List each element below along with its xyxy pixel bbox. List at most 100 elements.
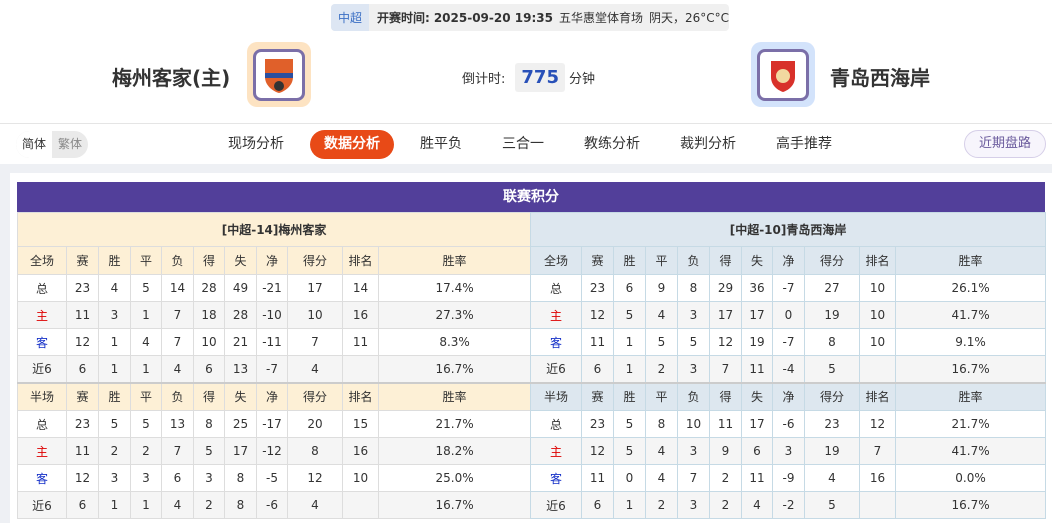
match-info-bar: 中超 开赛时间: 2025-09-20 19:35 五华惠堂体育场 阴天，26°… [331,4,729,31]
table-cell [859,355,896,383]
table-cell: 3 [98,301,131,329]
table-cell: 13 [161,410,194,438]
home-team-name[interactable]: 梅州客家(主) [112,66,231,90]
table-row: 近6 6 1 1 4 2 8 -6 4 16.7% [17,491,532,519]
table-cell: 2 [130,437,162,465]
column-header-row: 半场赛胜平负得失净得分 排名 胜率 [530,381,1047,411]
table-cell: -12 [256,437,288,465]
table-cell: 8 [193,410,225,438]
row-label: 主 [530,301,582,329]
table-row: 近6 6 1 2 3 2 4 -2 5 16.7% [530,491,1047,519]
table-cell: 5 [130,410,162,438]
table-cell: 17 [287,274,343,302]
table-cell: 16.7% [894,355,1047,383]
table-cell: -11 [256,328,288,356]
row-label: 近6 [17,491,67,519]
table-cell: 7 [859,437,896,465]
home-standings-table: [中超-14]梅州客家 全场赛胜平负得失净得分 排名 胜率总 23 4 5 14 28 49 -21… [16,212,532,519]
column-header: 胜 [613,246,646,275]
table-cell: 3 [677,491,710,519]
table-cell: 10 [342,464,379,492]
row-label: 主 [17,437,67,465]
table-cell: 27.3% [377,301,532,329]
column-header: 得分 [287,381,343,411]
table-cell: 23 [581,410,614,438]
table-cell: -6 [256,491,288,519]
table-cell: 11 [709,410,742,438]
table-cell: 6 [193,355,225,383]
table-cell: 15 [342,410,379,438]
row-label: 总 [17,274,67,302]
table-cell: 21 [224,328,257,356]
table-cell: 17 [741,410,773,438]
table-cell [859,491,896,519]
table-cell: 1 [130,355,162,383]
column-header: 平 [130,381,162,411]
away-team-name[interactable]: 青岛西海岸 [830,66,930,90]
table-cell: 49 [224,274,257,302]
column-header: 净 [772,381,805,411]
countdown-unit: 分钟 [568,72,595,87]
tab-coach-analysis[interactable]: 教练分析 [584,136,640,152]
table-cell: 28 [193,274,225,302]
table-row: 客 11 1 5 5 12 19 -7 8 10 9.1% [530,328,1047,356]
recent-odds-button[interactable]: 近期盘路 [964,130,1046,158]
table-cell: 2 [645,355,678,383]
table-cell: -7 [256,355,288,383]
venue: 五华惠堂体育场 [558,11,643,25]
table-row: 总 23 5 8 10 11 17 -6 23 12 21.7% [530,410,1047,438]
countdown-label: 倒计时: [462,72,506,87]
column-header: 失 [224,246,257,275]
league-badge[interactable]: 中超 [331,4,370,31]
tab-expert-picks[interactable]: 高手推荐 [776,136,832,152]
simplified-option[interactable]: 简体 [16,131,53,158]
tab-win-draw-loss[interactable]: 胜平负 [420,136,462,152]
table-cell: 8 [224,491,257,519]
column-header: 胜率 [377,246,532,275]
table-cell: 23 [66,274,99,302]
column-header: 负 [161,381,194,411]
table-cell: 11 [741,464,773,492]
table-cell: 5 [193,437,225,465]
table-row: 主 12 5 4 3 9 6 3 19 7 41.7% [530,437,1047,465]
table-cell: 2 [645,491,678,519]
table-cell: 5 [613,301,646,329]
weather: 阴天，26°C°C [648,11,730,25]
table-cell: 4 [645,464,678,492]
column-header-row: 全场赛胜平负得失净得分 排名 胜率 [530,246,1047,275]
column-header: 赛 [66,246,99,275]
table-cell: -17 [256,410,288,438]
column-header: 负 [161,246,194,275]
table-cell: 3 [193,464,225,492]
away-team-logo[interactable] [751,42,815,107]
table-cell: 4 [130,328,162,356]
column-header-row: 半场赛胜平负得失净得分 排名 胜率 [17,381,532,411]
column-header: 净 [772,246,805,275]
table-cell: 8 [677,274,710,302]
home-team-logo[interactable] [247,42,311,107]
column-header: 胜 [613,381,646,411]
table-cell: 23 [581,274,614,302]
countdown-value: 775 [515,63,565,92]
table-cell: 23 [66,410,99,438]
column-header: 失 [224,381,257,411]
table-row: 主 12 5 4 3 17 17 0 19 10 41.7% [530,301,1047,329]
table-cell: 11 [741,355,773,383]
table-cell: 14 [161,274,194,302]
traditional-option[interactable]: 繁体 [58,137,83,151]
tab-referee-analysis[interactable]: 裁判分析 [680,136,736,152]
table-cell: 23 [804,410,860,438]
column-header: 得分 [804,381,860,411]
table-cell: 25.0% [377,464,532,492]
table-cell: 5 [613,437,646,465]
table-cell: 1 [98,491,131,519]
tab-three-in-one[interactable]: 三合一 [502,136,544,152]
table-cell: 18 [193,301,225,329]
table-cell: -9 [772,464,805,492]
tab-data-analysis[interactable]: 数据分析 [310,130,394,159]
column-header: 净 [256,381,288,411]
tab-live-analysis[interactable]: 现场分析 [228,136,284,152]
table-cell: 26.1% [894,274,1047,302]
column-header: 失 [741,381,773,411]
table-cell: 12 [287,464,343,492]
